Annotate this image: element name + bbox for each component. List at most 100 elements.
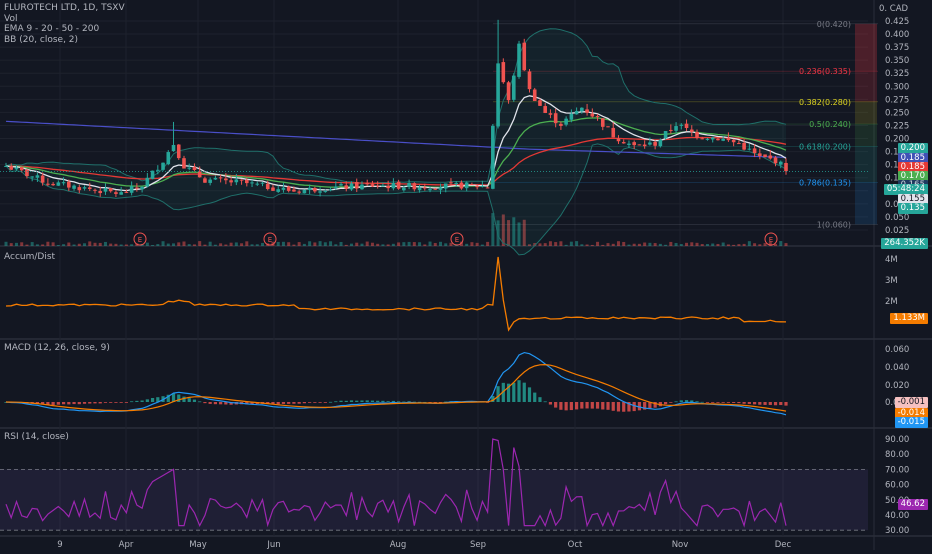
macd-hist-bar — [360, 400, 364, 402]
macd-hist-bar — [548, 402, 553, 405]
volume-bar — [742, 243, 746, 246]
volume-bar — [465, 243, 469, 246]
volume-bar — [224, 244, 228, 246]
volume-bar — [575, 241, 579, 246]
macd-hist-bar — [669, 402, 673, 403]
volume-bar — [632, 243, 636, 246]
volume-bar — [480, 244, 484, 246]
candle-body — [171, 144, 176, 152]
ema-9-line — [5, 95, 787, 192]
candle-body — [768, 155, 773, 159]
macd-hist-bar — [543, 401, 547, 403]
macd-hist-bar — [711, 402, 715, 403]
candle-body — [412, 183, 417, 190]
candle-body — [386, 185, 390, 189]
legend-ema[interactable]: EMA 9 - 20 - 50 - 200 — [4, 24, 100, 34]
candle-body — [726, 137, 731, 141]
macd-hist-bar — [140, 400, 144, 402]
volume-bar — [381, 244, 385, 246]
fib-level-label: 0.236(0.335) — [799, 67, 851, 76]
macd-hist-bar — [82, 402, 87, 404]
price-label-ema9: 0.155 — [897, 194, 928, 205]
macd-hist-bar — [56, 402, 60, 405]
volume-bar — [166, 243, 170, 246]
volume-bar — [763, 243, 767, 246]
candle-body — [695, 131, 699, 138]
volume-bar — [145, 242, 149, 246]
fib-zone — [855, 146, 877, 183]
candle-body — [192, 166, 197, 170]
earnings-marker-label: E — [268, 236, 272, 244]
macd-title[interactable]: MACD (12, 26, close, 9) — [4, 343, 110, 353]
fib-zone — [855, 182, 877, 225]
legend-volume[interactable]: Vol — [4, 13, 18, 24]
price-label-ema20: 0.170 — [897, 171, 928, 182]
macd-hist-bar — [684, 400, 689, 402]
macd-hist-bar — [182, 396, 186, 402]
candle-body — [328, 189, 333, 191]
legend-bb[interactable]: BB (20, close, 2) — [4, 34, 79, 45]
candle-body — [721, 138, 725, 141]
candle-body — [67, 181, 71, 188]
candle-body — [422, 187, 427, 189]
macd-hist-bar — [61, 402, 66, 405]
candle-body — [182, 158, 186, 169]
chart-legend: FLUROTECH LTD, 1D, TSXV Vol EMA 9 - 20 -… — [4, 3, 125, 45]
candle-body — [459, 182, 464, 189]
volume-bar — [611, 243, 615, 246]
candle-body — [354, 182, 359, 189]
volume-bar — [527, 244, 531, 246]
candle-body — [135, 187, 139, 189]
volume-bar — [229, 242, 233, 246]
volume-bar — [438, 241, 442, 246]
rsi-tick: 90.00 — [885, 435, 909, 445]
symbol-title[interactable]: FLUROTECH LTD, 1D, TSXV — [4, 3, 125, 13]
macd-tick: 0.020 — [885, 381, 909, 391]
macd-hist-bar — [506, 383, 511, 402]
time-axis-label: 9 — [57, 540, 62, 550]
candle-body — [276, 189, 281, 192]
macd-hist-bar — [533, 392, 537, 402]
rsi-title[interactable]: RSI (14, close) — [4, 432, 69, 442]
candle-body — [475, 185, 479, 188]
currency-label[interactable]: 0. CAD — [879, 4, 909, 14]
volume-bar — [114, 243, 118, 246]
volume-bar — [543, 243, 547, 246]
ema-50-line — [5, 136, 787, 186]
candle-body — [611, 127, 616, 138]
bollinger-fill — [6, 28, 786, 255]
volume-bar — [596, 241, 600, 246]
macd-hist-bar — [732, 402, 736, 403]
candle-body — [742, 142, 746, 150]
volume-bar — [130, 244, 134, 246]
candle-body — [30, 176, 34, 178]
candle-body — [381, 185, 385, 187]
macd-hist-bar — [501, 382, 505, 402]
candle-body — [752, 148, 757, 154]
accum-dist-title[interactable]: Accum/Dist — [4, 252, 56, 262]
volume-bar — [606, 243, 610, 246]
earnings-marker — [133, 232, 147, 246]
macd-line — [5, 351, 787, 416]
volume-bar — [737, 244, 741, 246]
macd-hist-bar — [323, 402, 327, 403]
volume-bar — [433, 242, 437, 246]
macd-hist-bar — [376, 400, 380, 402]
candle-body — [297, 191, 301, 193]
volume-bar — [329, 241, 333, 246]
macd-hist-bar — [559, 402, 563, 410]
volume-bar — [407, 241, 411, 246]
volume-bar — [4, 241, 8, 246]
macd-hist-bar — [166, 394, 170, 402]
candle-body — [286, 186, 291, 191]
candle-body — [46, 183, 50, 185]
macd-hist-bar — [281, 402, 286, 404]
macd-hist-bar — [412, 401, 416, 403]
candle-body — [731, 139, 736, 143]
candle-body — [527, 71, 532, 90]
macd-hist-bar — [632, 402, 636, 412]
time-axis-label: May — [189, 540, 207, 550]
macd-hist-bar — [355, 400, 359, 402]
